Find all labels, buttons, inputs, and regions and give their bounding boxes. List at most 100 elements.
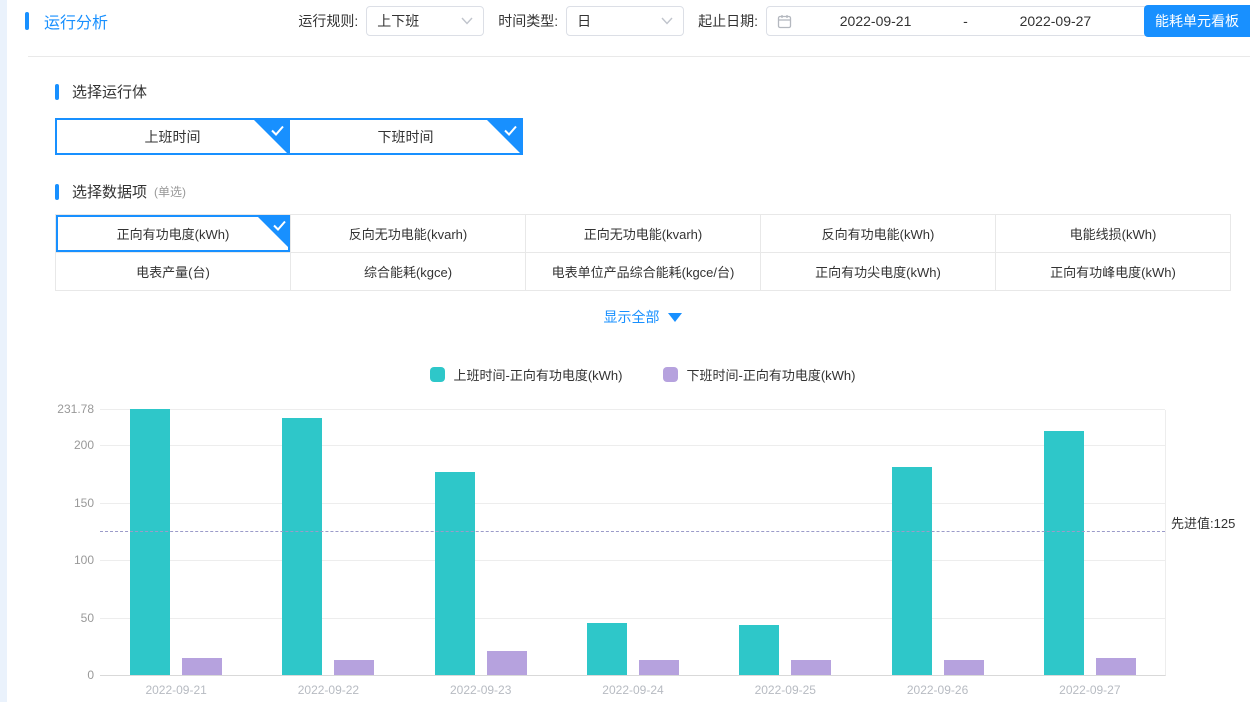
y-axis-tick-label: 231.78 (57, 402, 94, 416)
bar-2022-09-26-series-2 (943, 660, 984, 675)
time-type-select-value: 日 (577, 13, 592, 29)
page-title-wrap: 运行分析 (25, 9, 108, 33)
bar-2022-09-24-series-2 (639, 660, 679, 675)
date-start-value[interactable]: 2022-09-21 (839, 13, 912, 29)
check-icon (271, 125, 284, 136)
data-item-cell-6[interactable]: 电表产量(台) (56, 253, 291, 291)
bar-2022-09-24-series-1 (587, 623, 627, 675)
gridline (100, 445, 1165, 447)
bar-2022-09-25-series-2 (791, 660, 832, 675)
run-body-tab-label: 上班时间 (144, 128, 201, 145)
gridline (100, 409, 1165, 410)
y-axis-tick-label: 50 (80, 610, 94, 625)
bar-2022-09-21-series-2 (182, 657, 223, 675)
data-item-cell-10[interactable]: 正向有功峰电度(kWh) (996, 253, 1231, 291)
chevron-down-icon (461, 17, 473, 25)
rule-select[interactable]: 上下班 (366, 6, 485, 36)
title-accent-bar (25, 12, 29, 30)
data-item-label: 综合能耗(kgce) (363, 265, 453, 280)
section-accent-bar (55, 183, 59, 200)
data-item-label: 反向无功电能(kvarh) (348, 227, 468, 242)
bar-2022-09-26-series-1 (891, 467, 932, 675)
selected-check-corner (256, 215, 290, 249)
triangle-down-icon (667, 312, 682, 322)
show-all-toggle[interactable]: 显示全部 (55, 306, 1230, 328)
data-item-cell-8[interactable]: 电表单位产品综合能耗(kgce/台) (526, 253, 761, 291)
bar-2022-09-27-series-2 (1095, 657, 1136, 675)
data-item-label: 正向有功尖电度(kWh) (815, 265, 941, 280)
bar-2022-09-21-series-1 (130, 409, 171, 675)
reference-line (100, 530, 1165, 532)
legend-item-1[interactable]: 上班时间-正向有功电度(kWh) (429, 365, 623, 384)
run-body-section-title: 选择运行体 (72, 84, 148, 101)
legend-label: 上班时间-正向有功电度(kWh) (453, 368, 623, 383)
date-range-label: 起止日期: (698, 13, 758, 29)
y-axis-tick-label: 200 (73, 438, 94, 453)
x-axis-tick-label: 2022-09-23 (450, 683, 512, 697)
selected-check-corner (487, 120, 521, 154)
legend-swatch (429, 367, 445, 382)
check-icon (504, 125, 517, 136)
legend-swatch (662, 367, 678, 382)
legend-item-2[interactable]: 下班时间-正向有功电度(kWh) (662, 365, 856, 384)
topbar-divider (28, 56, 1250, 57)
selected-check-corner (254, 120, 288, 154)
run-body-section-header: 选择运行体 (55, 81, 147, 102)
x-axis-tick-label: 2022-09-25 (754, 683, 816, 697)
data-item-cell-9[interactable]: 正向有功尖电度(kWh) (761, 253, 996, 291)
time-type-label: 时间类型: (498, 13, 559, 29)
run-body-tab-1[interactable]: 上班时间 (55, 118, 290, 155)
chart-plot (100, 409, 1166, 676)
data-item-cell-4[interactable]: 反向有功电能(kWh) (761, 215, 996, 253)
left-edge-strip (0, 0, 7, 702)
time-type-select[interactable]: 日 (566, 6, 685, 36)
legend-label: 下班时间-正向有功电度(kWh) (686, 368, 856, 383)
data-item-cell-5[interactable]: 电能线损(kWh) (996, 215, 1231, 253)
y-axis-tick-label: 150 (73, 495, 94, 510)
bar-2022-09-25-series-1 (739, 624, 780, 675)
data-item-label: 电表产量(台) (136, 265, 210, 280)
page-title: 运行分析 (44, 15, 109, 32)
reference-line-label: 先进值:125 (1171, 515, 1236, 531)
bar-chart: 上班时间-正向有功电度(kWh) 下班时间-正向有功电度(kWh) 先进值:125… (0, 355, 1250, 702)
data-item-section-subtitle: (单选) (154, 185, 187, 199)
data-item-cell-3[interactable]: 正向无功电能(kvarh) (526, 215, 761, 253)
energy-unit-board-button[interactable]: 能耗单元看板 (1144, 5, 1250, 37)
bar-2022-09-22-series-2 (334, 660, 375, 675)
data-item-cell-1[interactable]: 正向有功电度(kWh) (56, 215, 291, 253)
data-item-grid: 正向有功电度(kWh) 反向无功电能(kvarh) 正向无功电能(kvarh) 反向有… (55, 214, 1231, 291)
data-item-label: 反向有功电能(kWh) (821, 227, 935, 242)
data-item-label: 正向有功峰电度(kWh) (1050, 265, 1176, 280)
calendar-icon (777, 14, 792, 28)
x-axis-tick-label: 2022-09-22 (297, 683, 360, 697)
rule-label: 运行规则: (298, 13, 359, 29)
date-end-value[interactable]: 2022-09-27 (1019, 13, 1092, 29)
rule-select-value: 上下班 (377, 13, 420, 29)
data-item-cell-7[interactable]: 综合能耗(kgce) (291, 253, 526, 291)
x-axis-tick-label: 2022-09-27 (1059, 683, 1121, 697)
check-icon (273, 220, 286, 231)
topbar-controls: 运行规则: 上下班 时间类型: 日 起止日期: (298, 6, 1150, 36)
gridline (100, 617, 1165, 619)
show-all-label: 显示全部 (603, 309, 660, 325)
bar-2022-09-27-series-1 (1043, 430, 1084, 675)
x-axis-tick-label: 2022-09-24 (602, 683, 664, 697)
run-body-tab-label: 下班时间 (377, 128, 434, 145)
bar-2022-09-23-series-1 (434, 471, 475, 675)
data-item-section-header: 选择数据项 (单选) (55, 181, 186, 202)
section-accent-bar (55, 83, 59, 100)
x-axis-tick-label: 2022-09-26 (906, 683, 969, 697)
gridline (100, 560, 1165, 562)
date-separator: - (963, 13, 968, 29)
date-range-picker[interactable]: 2022-09-21 - 2022-09-27 (766, 6, 1150, 36)
run-body-tabs: 上班时间 下班时间 (55, 118, 527, 155)
data-item-cell-2[interactable]: 反向无功电能(kvarh) (291, 215, 526, 253)
bar-2022-09-23-series-2 (486, 650, 527, 675)
y-axis-tick-label: 0 (87, 668, 94, 682)
topbar: 运行分析 运行规则: 上下班 时间类型: 日 起止日期: (0, 0, 1250, 42)
data-item-label: 正向无功电能(kvarh) (583, 227, 703, 242)
gridline (100, 502, 1165, 504)
run-body-tab-2[interactable]: 下班时间 (288, 118, 523, 155)
y-axis-tick-label: 100 (73, 553, 94, 568)
